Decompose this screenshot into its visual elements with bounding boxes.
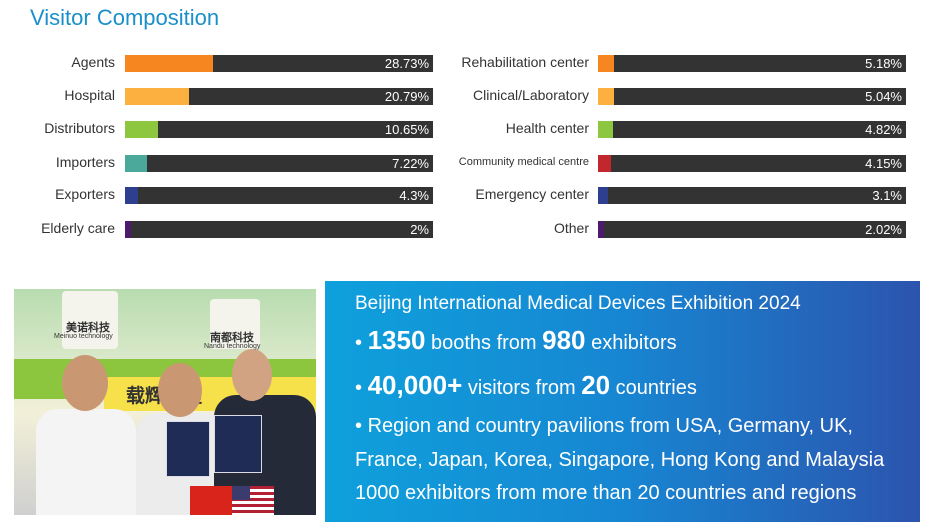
bar-value-label: 5.18%: [865, 56, 902, 71]
exhibitors-summary-line: 1000 exhibitors from more than 20 countr…: [355, 482, 857, 504]
pavilions-text: Region and country pavilions from USA, G…: [367, 415, 853, 437]
logo-left-cn: 美诺科技: [66, 322, 110, 334]
bar-value-label: 2.02%: [865, 222, 902, 237]
bar-fill: [125, 55, 214, 72]
bar-track: 5.04%: [598, 88, 906, 105]
bar-track: 2%: [125, 221, 433, 238]
logo-left-en: Meinuo technology: [54, 333, 113, 340]
bar-fill: [598, 88, 614, 105]
bar-track: 7.22%: [125, 155, 433, 172]
booths-count: 1350: [367, 325, 426, 355]
bar-track: 4.3%: [125, 187, 433, 204]
category-label: Hospital: [64, 87, 115, 103]
exhibition-info-box: Beijing International Medical Devices Ex…: [325, 281, 920, 522]
countries-text: countries: [610, 377, 697, 399]
chart-title: Visitor Composition: [30, 5, 220, 30]
bar-fill: [598, 221, 605, 238]
bullet: •: [355, 332, 363, 354]
bar-fill: [598, 187, 608, 204]
usa-flag-icon: [232, 486, 274, 515]
bar-fill: [125, 187, 139, 204]
category-label: Other: [553, 220, 589, 236]
bar-value-label: 5.04%: [865, 89, 902, 104]
logo-right-en: Nandu technology: [204, 343, 261, 350]
bullet: •: [355, 415, 363, 437]
bullet: •: [355, 377, 363, 399]
exhibitors-count: 980: [542, 325, 586, 355]
pavilions-line-2: France, Japan, Korea, Singapore, Hong Ko…: [355, 449, 885, 471]
bar-value-label: 4.82%: [865, 122, 902, 137]
bar-fill: [125, 155, 148, 172]
agreement-folder-2: [214, 415, 262, 473]
bar-value-label: 4.3%: [399, 188, 429, 203]
bar-value-label: 4.15%: [865, 156, 902, 171]
bar-fill: [125, 121, 158, 138]
bar-fill: [598, 155, 611, 172]
exhibitors-text: exhibitors: [585, 332, 677, 354]
bar-value-label: 20.79%: [384, 89, 429, 104]
bar-value-label: 10.65%: [384, 122, 429, 137]
exhibition-heading: Beijing International Medical Devices Ex…: [355, 293, 801, 314]
category-label: Distributors: [44, 120, 115, 136]
pavilions-line: • Region and country pavilions from USA,…: [355, 415, 853, 438]
bar-track: 10.65%: [125, 121, 433, 138]
nandu-logo-icon: [210, 299, 260, 349]
category-label: Health center: [505, 120, 589, 136]
bar-value-label: 28.73%: [384, 56, 429, 71]
bar-value-label: 3.1%: [872, 188, 902, 203]
booths-line: • 1350 booths from 980 exhibitors: [355, 325, 677, 356]
booths-text: booths from: [425, 332, 543, 354]
bar-track: 20.79%: [125, 88, 433, 105]
bar-track: 28.73%: [125, 55, 433, 72]
countries-count: 20: [581, 370, 611, 400]
bar-track: 2.02%: [598, 221, 906, 238]
bar-track: 5.18%: [598, 55, 906, 72]
category-label: Elderly care: [41, 220, 115, 236]
meinuo-logo-icon: [62, 291, 118, 349]
bar-fill: [598, 121, 613, 138]
logo-right-cn: 南都科技: [210, 332, 254, 344]
bar-track: 3.1%: [598, 187, 906, 204]
bar-fill: [125, 221, 132, 238]
bar-track: 4.15%: [598, 155, 906, 172]
category-label: Exporters: [55, 186, 115, 202]
agreement-folder-1: [166, 421, 210, 477]
category-label: Community medical centre: [458, 156, 589, 168]
bar-track: 4.82%: [598, 121, 906, 138]
exhibition-photo: 美诺科技 Meinuo technology 南都科技 Nandu techno…: [14, 289, 316, 515]
visitors-line: • 40,000+ visitors from 20 countries: [355, 370, 697, 401]
bar-fill: [125, 88, 190, 105]
category-label: Emergency center: [475, 186, 589, 202]
category-label: Importers: [55, 154, 115, 170]
visitors-count: 40,000+: [367, 370, 463, 400]
category-label: Clinical/Laboratory: [473, 87, 589, 103]
category-label: Agents: [71, 54, 115, 70]
category-label: Rehabilitation center: [461, 54, 589, 70]
visitors-text: visitors from: [462, 377, 582, 399]
china-flag-icon: [190, 486, 232, 515]
bar-value-label: 2%: [410, 222, 429, 237]
bar-value-label: 7.22%: [392, 156, 429, 171]
bar-fill: [598, 55, 614, 72]
